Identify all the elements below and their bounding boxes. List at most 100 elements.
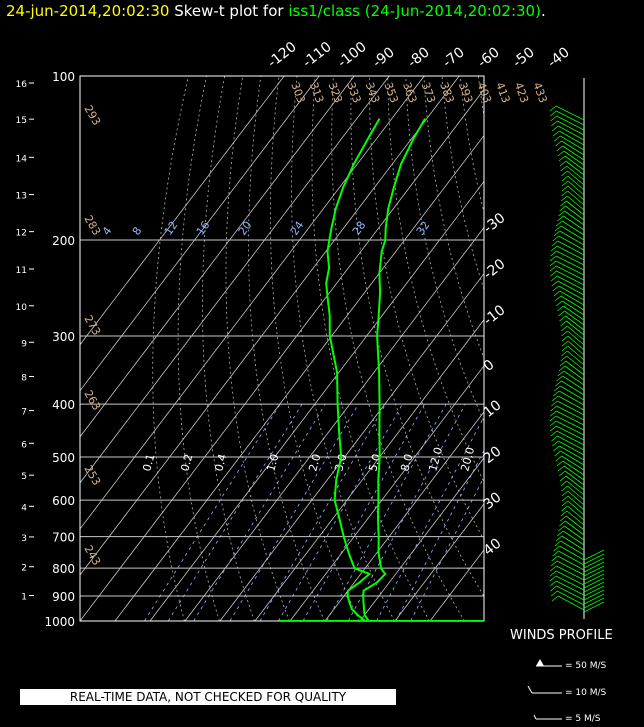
wind-barb	[567, 175, 585, 191]
wind-barb-tick	[554, 135, 561, 142]
sounding-point-1-8	[353, 567, 356, 570]
wind-barb-tick	[561, 495, 569, 502]
theta-label-403: 403	[474, 81, 493, 105]
wind-barb	[558, 390, 585, 406]
wind-legend-10: = 10 M/S	[565, 688, 607, 698]
theta-label-313: 313	[307, 81, 326, 105]
pressure-label-700: 700	[52, 531, 75, 545]
wind-barb	[555, 570, 585, 586]
wind-barb	[567, 490, 585, 506]
wind-barb-tick	[550, 425, 557, 432]
theta-label-343: 343	[363, 81, 382, 105]
sounding-point-1-2	[350, 608, 353, 610]
sounding-point-0-28	[400, 163, 402, 165]
wind-barb-tick	[554, 540, 562, 547]
height-label-7: 7	[21, 408, 27, 418]
isotherm-label--70: -70	[440, 44, 468, 71]
theta-label-333: 333	[344, 81, 363, 105]
wind-barb-tick	[552, 130, 560, 137]
wind-barb-tick	[550, 565, 557, 572]
isotherm--70	[80, 76, 460, 576]
sounding-point-1-23	[328, 267, 330, 269]
isotherm-label--50: -50	[510, 44, 538, 71]
wind-barb	[583, 593, 605, 605]
theta-label-243: 243	[81, 543, 103, 568]
theta-label-303: 303	[288, 81, 307, 105]
wind-barb	[556, 270, 585, 286]
wind-barb-tick	[554, 450, 561, 457]
wind-barb	[555, 575, 585, 591]
mixing-label-lower-1.0: 1.0	[264, 453, 281, 473]
dry-adiabat-293	[269, 76, 360, 621]
mixing-label-lower-12.0: 12.0	[426, 446, 445, 473]
wind-barb	[565, 520, 585, 536]
mixing-label-lower-8.0: 8.0	[398, 453, 415, 473]
wind-barb	[567, 495, 585, 511]
wind-barb	[583, 577, 605, 589]
wind-barb	[560, 135, 585, 151]
wind-barb-tick	[551, 555, 558, 562]
sounding-point-0-16	[378, 431, 381, 433]
sounding-point-1-10	[347, 552, 350, 554]
wind-barb-tick	[555, 220, 563, 227]
sounding-point-0-11	[377, 535, 380, 538]
wind-legend-50: = 50 M/S	[565, 661, 607, 671]
wind-barb-tick	[550, 590, 558, 597]
height-label-3: 3	[21, 534, 27, 544]
wind-barb-tick	[560, 355, 567, 362]
theta-label-273: 273	[81, 313, 103, 338]
legend-feather-5	[533, 714, 537, 720]
mixing-line-0.2	[167, 403, 303, 621]
height-label-15: 15	[16, 116, 27, 126]
sounding-point-0-13	[377, 499, 380, 501]
height-label-6: 6	[21, 440, 27, 450]
wind-barb	[583, 573, 605, 585]
wind-barb-tick	[558, 310, 565, 317]
wind-barb	[567, 500, 585, 516]
isotherm--30	[184, 226, 484, 621]
wind-barb-tick	[549, 105, 557, 112]
wind-barb	[561, 535, 585, 551]
wind-barb-tick	[556, 145, 563, 152]
sounding-point-1-13	[333, 499, 336, 501]
wind-barb	[566, 325, 585, 341]
isotherm-labels: -120 -110 -100 -90 -80 -70 -60 -50 -40-30-20-100…	[265, 39, 573, 559]
wind-barb	[558, 550, 585, 566]
wind-barb	[560, 295, 585, 311]
wind-barb-tick	[549, 575, 557, 582]
isotherm-10	[324, 411, 484, 621]
mixing-label-lower-5.0: 5.0	[366, 453, 383, 473]
sounding-point-0-20	[377, 314, 380, 317]
wind-barb	[567, 185, 585, 201]
height-label-10: 10	[16, 303, 28, 313]
wind-barb-tick	[559, 315, 566, 322]
isotherm--40	[149, 180, 484, 621]
wind-barb-tick	[557, 215, 564, 222]
wind-barb-tick	[552, 550, 559, 557]
chart-title: 24-jun-2014,20:02:30 Skew-t plot for iss…	[6, 2, 546, 20]
wind-barb	[558, 285, 585, 301]
wind-barb-tick	[554, 295, 562, 302]
height-label-12: 12	[16, 229, 27, 239]
wind-barb-tick	[550, 430, 558, 437]
wind-barb	[557, 400, 585, 416]
isotherm--60	[80, 88, 484, 621]
dry-adiabat-323	[331, 76, 465, 621]
mixing-line-8	[326, 403, 447, 621]
wind-barb	[561, 220, 585, 236]
height-label-16: 16	[16, 80, 28, 90]
winds-legend	[527, 659, 562, 720]
sounding-point-0-10	[377, 552, 380, 554]
isotherm--10	[254, 319, 484, 621]
wind-barb-tick	[551, 280, 559, 287]
sounding-point-1-24	[326, 250, 329, 253]
wind-barb-tick	[553, 290, 561, 297]
wind-barb-tick	[557, 465, 565, 472]
wind-barb	[566, 355, 585, 371]
wind-barb	[556, 115, 585, 131]
isotherm-label--110: -110	[300, 39, 335, 71]
sounding-point-0-8	[380, 567, 382, 570]
isobars	[80, 239, 484, 597]
sounding-point-1-20	[328, 314, 331, 317]
theta-label-433: 433	[530, 81, 549, 105]
